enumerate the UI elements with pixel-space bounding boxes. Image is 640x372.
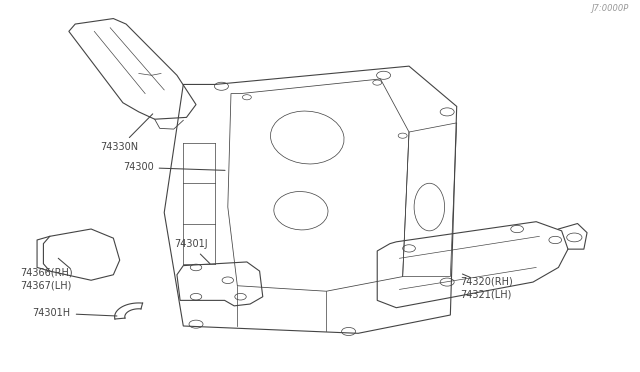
Text: 74330N: 74330N [100,114,153,152]
Text: J7:0000P: J7:0000P [591,4,628,13]
Text: 74301H: 74301H [33,308,117,318]
Text: 74320(RH)
74321(LH): 74320(RH) 74321(LH) [460,277,513,300]
Text: 74301J: 74301J [173,239,210,264]
Text: 74366(RH)
74367(LH): 74366(RH) 74367(LH) [20,267,72,291]
Text: 74300: 74300 [123,163,225,173]
